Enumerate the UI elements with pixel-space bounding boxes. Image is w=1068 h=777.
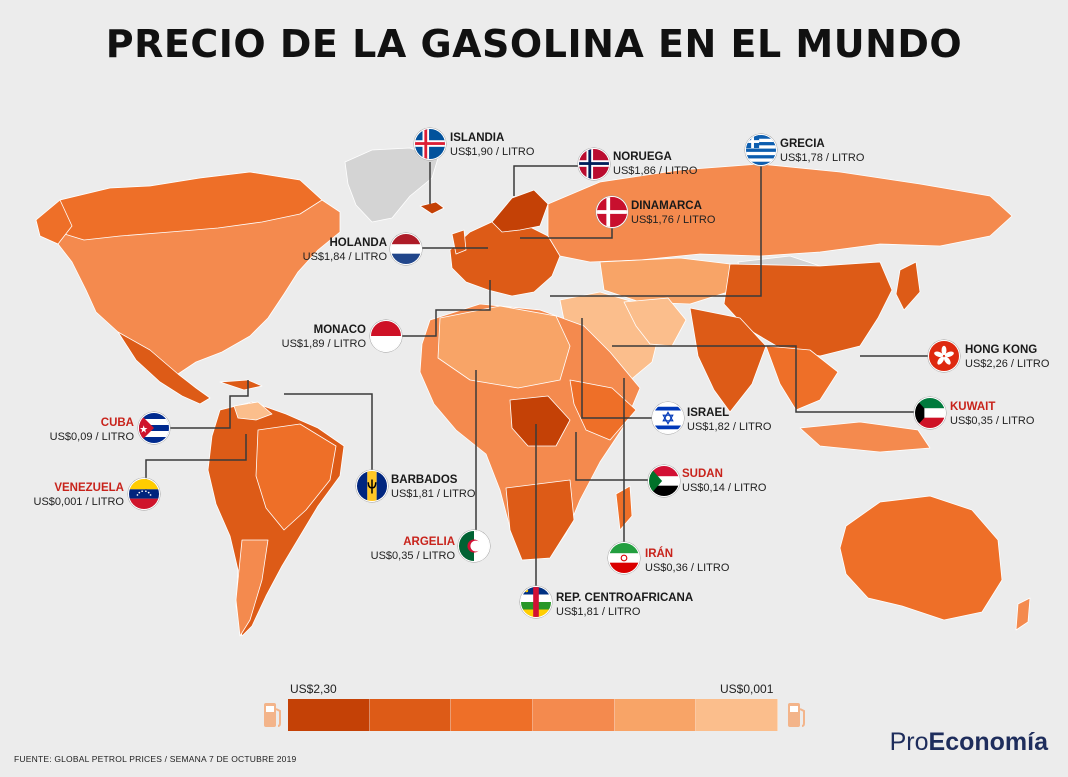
label-iran: IRÁN US$0,36 / LITRO	[645, 548, 730, 574]
region-australia	[839, 495, 1003, 621]
region-iceland	[419, 201, 445, 215]
legend-max-label: US$2,30	[290, 682, 337, 696]
label-cuba: CUBA US$0,09 / LITRO	[49, 417, 134, 443]
label-kuwait: KUWAIT US$0,35 / LITRO	[950, 401, 1035, 427]
region-east-africa	[569, 379, 637, 441]
leader-kuwait	[612, 345, 916, 413]
barbados-flag-icon	[356, 470, 388, 502]
legend-swatch-3	[533, 699, 615, 731]
netherlands-flag-icon	[390, 233, 422, 265]
region-se-asia	[765, 345, 839, 411]
leader-monaco	[402, 280, 491, 337]
label-noruega: NORUEGA US$1,86 / LITRO	[613, 151, 698, 177]
region-canada-north	[57, 171, 323, 241]
label-rca: REP. CENTROAFRICANA US$1,81 / LITRO	[556, 592, 694, 618]
region-india	[689, 307, 767, 413]
legend-swatch-4	[614, 699, 697, 731]
leader-grecia	[550, 166, 762, 297]
region-south-africa	[505, 479, 575, 561]
fuel-pump-icon-left	[264, 703, 281, 727]
leader-cuba	[170, 380, 249, 429]
legend-color-scale	[288, 699, 779, 731]
label-barbados: BARBADOS US$1,81 / LITRO	[391, 474, 476, 500]
legend-swatch-2	[451, 699, 534, 731]
label-islandia: ISLANDIA US$1,90 / LITRO	[450, 132, 535, 158]
label-israel: ISRAEL US$1,82 / LITRO	[687, 407, 772, 433]
region-japan	[895, 261, 921, 311]
hongkong-flag-icon	[928, 340, 960, 372]
label-dinamarca: DINAMARCA US$1,76 / LITRO	[631, 200, 716, 226]
car-flag-icon	[520, 586, 552, 618]
leader-noruega	[513, 165, 578, 196]
monaco-flag-icon	[370, 320, 402, 352]
leader-lines	[145, 162, 928, 586]
fuel-pump-icon-right	[788, 703, 805, 727]
region-caribbean	[219, 379, 263, 391]
region-greenland	[344, 147, 439, 223]
region-indonesia	[799, 421, 931, 453]
region-brazil	[255, 423, 337, 531]
sudan-flag-icon	[648, 465, 680, 497]
iceland-flag-icon	[414, 128, 446, 160]
label-sudan: SUDAN US$0,14 / LITRO	[682, 468, 767, 494]
legend-swatch-1	[369, 699, 452, 731]
region-argentina	[235, 539, 269, 637]
iran-flag-icon	[608, 542, 640, 574]
label-holanda: HOLANDA US$1,84 / LITRO	[302, 237, 387, 263]
region-scandinavia	[491, 189, 549, 233]
leader-israel	[581, 318, 652, 419]
cuba-flag-icon	[138, 412, 170, 444]
label-venezuela: VENEZUELA US$0,001 / LITRO	[33, 482, 125, 508]
venezuela-flag-icon	[128, 478, 160, 510]
norway-flag-icon	[578, 148, 610, 180]
label-argelia: ARGELIA US$0,35 / LITRO	[370, 536, 455, 562]
region-central-africa	[509, 395, 571, 447]
region-venezuela	[233, 401, 273, 421]
greece-flag-icon	[745, 134, 777, 166]
legend-swatch-0	[288, 699, 370, 731]
legend-min-label: US$0,001	[720, 682, 774, 696]
region-new-zealand	[1015, 597, 1031, 631]
denmark-flag-icon	[596, 196, 628, 228]
source-footer: FUENTE: GLOBAL PETROL PRICES / SEMANA 7 …	[14, 754, 297, 764]
label-monaco: MONACO US$1,89 / LITRO	[281, 324, 366, 350]
page-title: PRECIO DE LA GASOLINA EN EL MUNDO	[105, 22, 963, 66]
region-central-asia	[599, 257, 731, 305]
israel-flag-icon	[652, 402, 684, 434]
region-north-africa	[437, 305, 571, 389]
algeria-flag-icon	[458, 530, 490, 562]
brand-logo: ProEconomía	[889, 728, 1048, 756]
continents	[35, 147, 1031, 637]
kuwait-flag-icon	[914, 397, 946, 429]
legend-swatch-5	[696, 699, 779, 731]
region-alaska	[35, 199, 73, 245]
label-hongkong: HONG KONG US$2,26 / LITRO	[965, 344, 1050, 370]
label-grecia: GRECIA US$1,78 / LITRO	[780, 138, 865, 164]
region-mexico	[117, 331, 211, 405]
